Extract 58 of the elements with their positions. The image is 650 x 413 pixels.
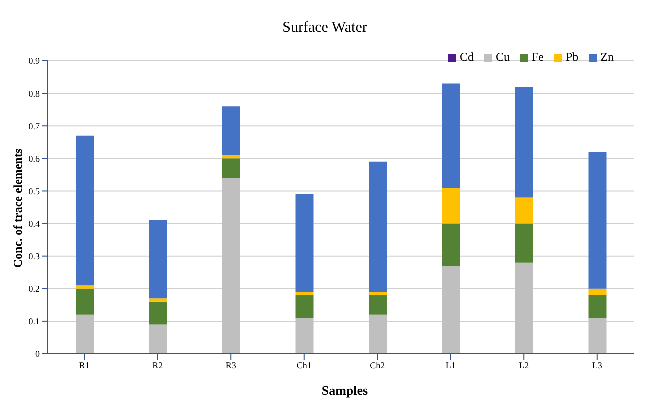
- bar: [149, 298, 168, 302]
- bar: [149, 302, 168, 325]
- y-tick-label: 0.8: [28, 88, 40, 99]
- y-tick-label: 0.2: [28, 284, 40, 294]
- bar: [369, 292, 387, 296]
- y-tick-label: 0.1: [28, 316, 40, 327]
- bar: [76, 288, 94, 315]
- bar: [76, 314, 94, 354]
- x-tick-label: Ch2: [370, 360, 386, 370]
- bar: [516, 198, 534, 224]
- bar: [296, 295, 314, 318]
- x-tick-label: R3: [226, 360, 237, 370]
- bar: [516, 87, 534, 198]
- bar: [296, 194, 314, 292]
- bar: [442, 84, 460, 188]
- bar: [588, 295, 607, 318]
- y-tick-label: 0.7: [28, 121, 40, 132]
- y-axis-title: Conc. of trace elements: [12, 148, 26, 268]
- bar: [222, 178, 240, 354]
- x-tick-label: Ch1: [296, 360, 312, 370]
- legend-label: Cu: [496, 50, 510, 64]
- legend-label: Zn: [600, 50, 614, 64]
- bar: [149, 324, 168, 354]
- y-tick-label: 0.4: [28, 218, 40, 229]
- y-tick-label: 0: [36, 349, 40, 360]
- bar: [442, 224, 460, 266]
- y-tick-label: 0.5: [28, 186, 40, 196]
- bar: [222, 155, 240, 159]
- x-tick-label: L3: [592, 360, 603, 370]
- y-tick-label: 0.3: [28, 252, 40, 262]
- bar: [369, 314, 387, 354]
- y-tick-label: 0.9: [28, 56, 40, 66]
- bar: [149, 220, 168, 299]
- bar: [442, 266, 460, 354]
- bar: [442, 188, 460, 224]
- x-tick-label: L1: [446, 360, 456, 370]
- bar: [222, 106, 240, 156]
- chart-title: Surface Water: [282, 20, 368, 37]
- bar: [296, 292, 314, 296]
- x-tick-label: R1: [79, 360, 90, 370]
- bar: [369, 162, 387, 292]
- bar: [588, 318, 607, 354]
- bar: [222, 158, 240, 178]
- bar: [588, 152, 607, 289]
- legend-label: Cd: [460, 50, 474, 64]
- x-tick-label: L2: [519, 360, 530, 370]
- legend-label: Pb: [566, 50, 579, 64]
- bar: [516, 224, 534, 263]
- y-tick-label: 0.6: [28, 154, 40, 164]
- x-tick-label: R2: [152, 360, 164, 370]
- bar: [296, 318, 314, 354]
- bar: [76, 136, 94, 286]
- bar: [76, 286, 94, 289]
- legend-label: Fe: [532, 50, 544, 64]
- x-axis-title: Samples: [320, 383, 370, 399]
- bar: [369, 295, 387, 315]
- bar: [516, 262, 534, 354]
- bar: [588, 288, 607, 296]
